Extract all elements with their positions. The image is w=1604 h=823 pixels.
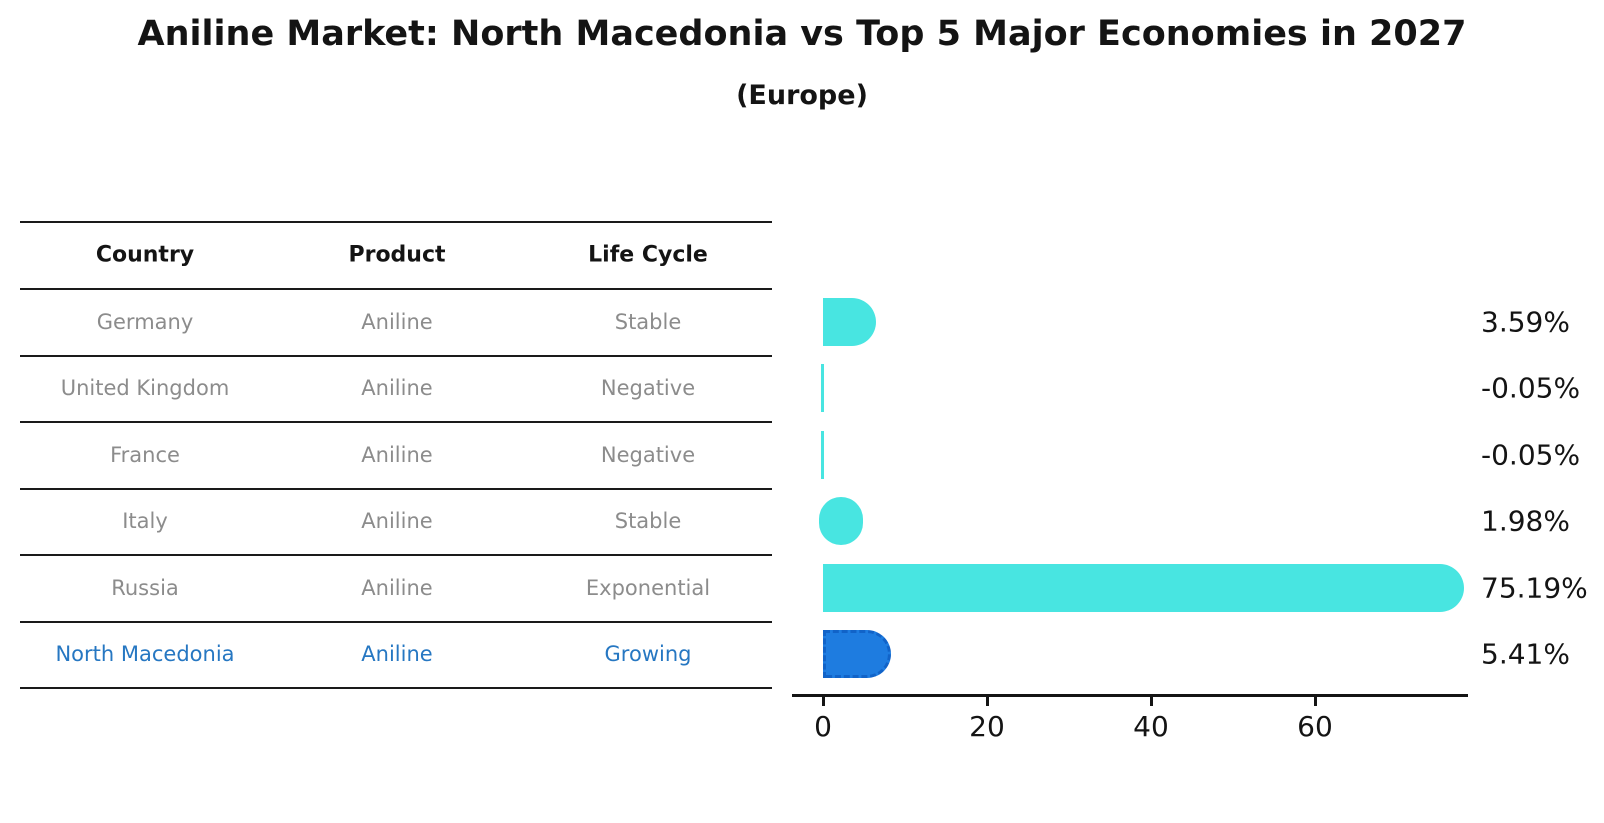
table-cell-product: Aniline	[361, 310, 433, 334]
bar-value-label: -0.05%	[1481, 371, 1581, 405]
table-cell-country: France	[110, 442, 180, 467]
bar-value-label: 3.59%	[1481, 305, 1570, 339]
table-cell-product: Aniline	[361, 442, 433, 467]
bar-value-label: -0.05%	[1481, 438, 1581, 472]
table-cell-life-cycle: Stable	[614, 509, 682, 534]
x-axis-tick-label: 0	[814, 710, 832, 743]
table-cell-country: North Macedonia	[55, 642, 235, 666]
bar-north-macedonia	[823, 630, 892, 678]
table-divider	[20, 554, 772, 556]
column-header-product: Product	[348, 242, 446, 268]
table-divider	[20, 487, 772, 490]
x-axis-tick-label: 60	[1297, 710, 1333, 743]
chart-subtitle: (Europe)	[736, 80, 868, 111]
bar-russia	[823, 563, 1464, 612]
table-divider	[20, 221, 772, 223]
table-cell-country: Russia	[111, 575, 179, 600]
x-axis-tick	[821, 697, 825, 706]
x-axis-line	[792, 694, 1468, 697]
chart-title: Aniline Market: North Macedonia vs Top 5…	[137, 14, 1467, 54]
table-cell-product: Aniline	[361, 642, 433, 666]
table-cell-life-cycle: Stable	[614, 310, 682, 334]
x-axis-tick-label: 40	[1133, 710, 1169, 743]
table-cell-life-cycle: Exponential	[585, 575, 711, 600]
table-cell-product: Aniline	[361, 376, 433, 401]
x-axis-tick-label: 20	[969, 710, 1005, 743]
x-axis-tick	[1149, 697, 1153, 706]
table-divider	[20, 421, 772, 423]
table-divider	[20, 354, 772, 357]
table-divider	[20, 620, 772, 623]
table-divider	[20, 687, 772, 689]
table-cell-product: Aniline	[361, 575, 433, 600]
x-axis-tick	[1313, 697, 1317, 706]
bar-france	[821, 430, 824, 479]
bar-value-label: 1.98%	[1481, 504, 1570, 538]
table-cell-life-cycle: Negative	[600, 376, 696, 401]
bar-italy	[819, 497, 864, 546]
bar-value-label: 5.41%	[1481, 637, 1570, 671]
table-cell-product: Aniline	[361, 509, 433, 534]
bar-value-label: 75.19%	[1481, 571, 1588, 605]
table-cell-life-cycle: Growing	[604, 642, 692, 666]
column-header-country: Country	[95, 242, 195, 268]
table-cell-country: United Kingdom	[60, 376, 230, 401]
table-cell-life-cycle: Negative	[600, 442, 696, 467]
bar-united-kingdom	[821, 364, 824, 413]
x-axis-tick	[985, 697, 989, 706]
table-cell-country: Germany	[96, 310, 194, 334]
bar-germany	[823, 298, 877, 346]
table-cell-country: Italy	[122, 509, 168, 534]
column-header-life-cycle: Life Cycle	[588, 242, 708, 268]
table-divider	[20, 288, 772, 290]
